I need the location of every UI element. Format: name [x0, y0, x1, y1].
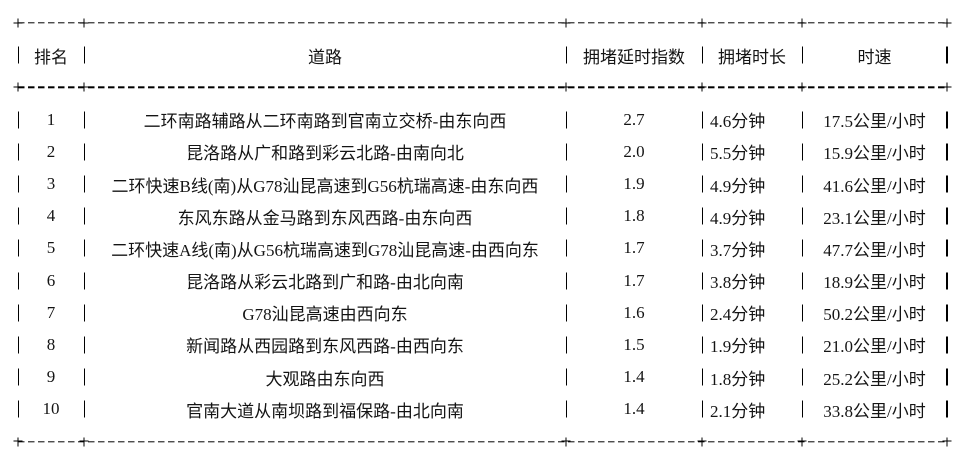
table-border-top [13, 7, 952, 39]
border-cross [561, 18, 571, 28]
border-cross [561, 437, 571, 447]
cell-speed: 23.1公里/小时 [802, 200, 947, 232]
border-dash-line [18, 86, 947, 89]
traffic-congestion-rank-table: 排名 道路 拥堵延时指数 拥堵时长 时速 1 二环南路辅路从二环南路到官南立交桥… [13, 0, 952, 458]
header-duration: 拥堵时长 [702, 39, 802, 71]
cell-duration: 1.9分钟 [702, 329, 802, 361]
cell-speed: 17.5公里/小时 [802, 104, 947, 136]
cell-speed: 25.2公里/小时 [802, 361, 947, 393]
cell-road: 二环南路辅路从二环南路到官南立交桥-由东向西 [84, 104, 566, 136]
table-border-bottom [13, 425, 952, 457]
cell-road: G78汕昆高速由西向东 [84, 297, 566, 329]
border-cross [13, 82, 23, 92]
cell-rank: 9 [18, 361, 84, 393]
header-road: 道路 [84, 39, 566, 71]
cell-duration: 3.7分钟 [702, 232, 802, 264]
cell-index: 1.5 [566, 329, 702, 361]
cell-index: 1.7 [566, 265, 702, 297]
border-cross [79, 437, 89, 447]
cell-road: 东风东路从金马路到东风西路-由东向西 [84, 200, 566, 232]
border-cross [797, 18, 807, 28]
cell-road: 二环快速B线(南)从G78汕昆高速到G56杭瑞高速-由东向西 [84, 168, 566, 200]
cell-road: 昆洛路从彩云北路到广和路-由北向南 [84, 265, 566, 297]
header-speed: 时速 [802, 39, 947, 71]
border-cross [942, 82, 952, 92]
cell-road: 新闻路从西园路到东风西路-由西向东 [84, 329, 566, 361]
cell-duration: 5.5分钟 [702, 136, 802, 168]
cell-speed: 33.8公里/小时 [802, 393, 947, 425]
table-row-1: 1 二环南路辅路从二环南路到官南立交桥-由东向西 2.7 4.6分钟 17.5公… [18, 104, 947, 136]
cell-index: 1.8 [566, 200, 702, 232]
cell-rank: 8 [18, 329, 84, 361]
cell-rank: 7 [18, 297, 84, 329]
table-row-5: 5 二环快速A线(南)从G56杭瑞高速到G78汕昆高速-由西向东 1.7 3.7… [18, 232, 947, 264]
table-row-9: 9 大观路由东向西 1.4 1.8分钟 25.2公里/小时 [18, 361, 947, 393]
cell-speed: 21.0公里/小时 [802, 329, 947, 361]
cell-duration: 4.9分钟 [702, 200, 802, 232]
cell-index: 1.9 [566, 168, 702, 200]
cell-speed: 15.9公里/小时 [802, 136, 947, 168]
cell-index: 2.7 [566, 104, 702, 136]
border-cross [79, 18, 89, 28]
cell-duration: 4.9分钟 [702, 168, 802, 200]
table-row-10: 10 官南大道从南坝路到福保路-由北向南 1.4 2.1分钟 33.8公里/小时 [18, 393, 947, 425]
cell-road: 大观路由东向西 [84, 361, 566, 393]
table-row-6: 6 昆洛路从彩云北路到广和路-由北向南 1.7 3.8分钟 18.9公里/小时 [18, 265, 947, 297]
cell-rank: 2 [18, 136, 84, 168]
cell-road: 昆洛路从广和路到彩云北路-由南向北 [84, 136, 566, 168]
cell-index: 1.6 [566, 297, 702, 329]
table-header-row: 排名 道路 拥堵延时指数 拥堵时长 时速 [18, 39, 947, 71]
cell-road: 二环快速A线(南)从G56杭瑞高速到G78汕昆高速-由西向东 [84, 232, 566, 264]
cell-speed: 50.2公里/小时 [802, 297, 947, 329]
cell-road: 官南大道从南坝路到福保路-由北向南 [84, 393, 566, 425]
cell-rank: 6 [18, 265, 84, 297]
cell-index: 1.4 [566, 361, 702, 393]
cell-rank: 1 [18, 104, 84, 136]
header-index: 拥堵延时指数 [566, 39, 702, 71]
border-cross [697, 18, 707, 28]
table-row-4: 4 东风东路从金马路到东风西路-由东向西 1.8 4.9分钟 23.1公里/小时 [18, 200, 947, 232]
cell-duration: 1.8分钟 [702, 361, 802, 393]
border-cross [697, 437, 707, 447]
cell-index: 1.4 [566, 393, 702, 425]
cell-rank: 10 [18, 393, 84, 425]
table-row-3: 3 二环快速B线(南)从G78汕昆高速到G56杭瑞高速-由东向西 1.9 4.9… [18, 168, 947, 200]
cell-speed: 18.9公里/小时 [802, 265, 947, 297]
border-cross [13, 437, 23, 447]
cell-duration: 3.8分钟 [702, 265, 802, 297]
cell-index: 2.0 [566, 136, 702, 168]
cell-rank: 3 [18, 168, 84, 200]
border-cross [79, 82, 89, 92]
cell-duration: 2.4分钟 [702, 297, 802, 329]
cell-speed: 41.6公里/小时 [802, 168, 947, 200]
cell-rank: 4 [18, 200, 84, 232]
border-cross [561, 82, 571, 92]
border-cross [942, 437, 952, 447]
border-cross [797, 82, 807, 92]
table-row-8: 8 新闻路从西园路到东风西路-由西向东 1.5 1.9分钟 21.0公里/小时 [18, 329, 947, 361]
border-cross [797, 437, 807, 447]
border-dash-line [18, 440, 947, 443]
cell-duration: 2.1分钟 [702, 393, 802, 425]
cell-duration: 4.6分钟 [702, 104, 802, 136]
table-row-7: 7 G78汕昆高速由西向东 1.6 2.4分钟 50.2公里/小时 [18, 297, 947, 329]
table-row-2: 2 昆洛路从广和路到彩云北路-由南向北 2.0 5.5分钟 15.9公里/小时 [18, 136, 947, 168]
cell-index: 1.7 [566, 232, 702, 264]
border-dash-line [18, 22, 947, 24]
border-cross [942, 18, 952, 28]
table-border-header [13, 71, 952, 103]
cell-speed: 47.7公里/小时 [802, 232, 947, 264]
cell-rank: 5 [18, 232, 84, 264]
border-cross [697, 82, 707, 92]
border-cross [13, 18, 23, 28]
header-rank: 排名 [18, 39, 84, 71]
